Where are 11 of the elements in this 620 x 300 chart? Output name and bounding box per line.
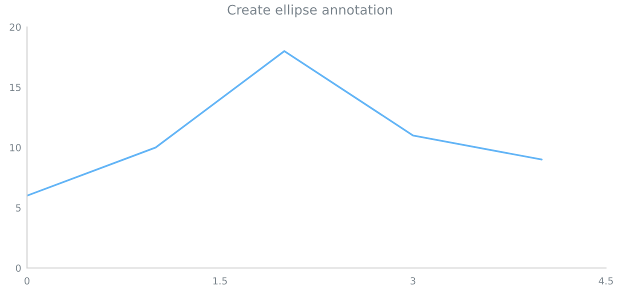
line-series	[27, 50, 543, 197]
x-tick-label: 1.5	[213, 277, 227, 285]
y-tick-label: 10	[10, 144, 21, 152]
x-tick-label: 4.5	[598, 277, 613, 285]
y-tick-label: 20	[10, 23, 21, 31]
x-tick-label: 3	[410, 277, 416, 285]
y-tick-label: 5	[16, 204, 21, 212]
x-tick-label: 0	[24, 277, 30, 285]
y-tick-label: 0	[16, 264, 21, 272]
y-tick-label: 15	[10, 84, 21, 92]
chart-title: Create ellipse annotation	[228, 4, 392, 18]
